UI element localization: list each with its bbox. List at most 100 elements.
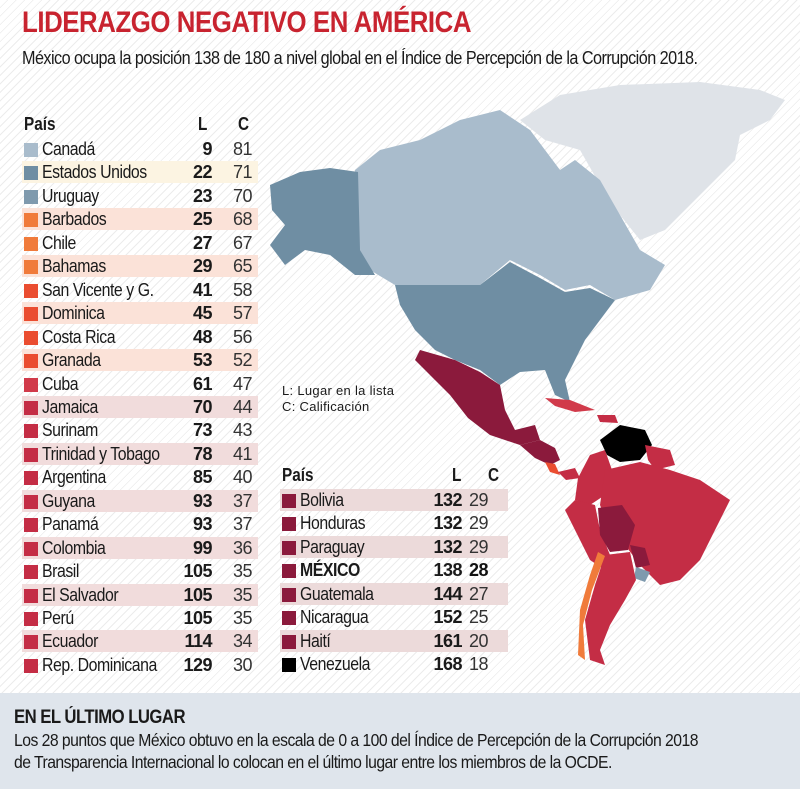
country-name: Dominica (42, 303, 105, 324)
map-paraguay (630, 545, 650, 568)
rank-value: 105 (183, 584, 212, 605)
country-name: Granada (42, 350, 101, 371)
score-value: 29 (468, 513, 489, 534)
color-swatch (282, 517, 296, 532)
score-value: 35 (232, 608, 253, 628)
legend-c: C: Calificación (282, 399, 370, 414)
bottom-note: EN EL ÚLTIMO LUGAR Los 28 puntos que Méx… (0, 693, 800, 789)
header-c: C (488, 465, 500, 485)
color-swatch (282, 540, 296, 555)
country-name: Bolivia (300, 490, 344, 510)
color-swatch (24, 189, 38, 204)
rank-value: 168 (433, 654, 462, 675)
country-name: Nicaragua (300, 607, 369, 628)
color-swatch (24, 236, 38, 251)
table-row: Honduras 132 29 (280, 512, 508, 534)
rank-value: 85 (192, 467, 213, 488)
table-row: Brasil 105 35 (22, 560, 258, 582)
rank-value: 25 (192, 209, 213, 230)
table-row: Perú 105 35 (22, 607, 258, 629)
score-value: 37 (232, 514, 253, 535)
score-value: 68 (232, 209, 253, 230)
table-row: MÉXICO 138 28 (280, 559, 508, 581)
map-haiti-dr (597, 415, 618, 423)
color-swatch (24, 213, 38, 228)
color-swatch (24, 354, 38, 369)
table-row: Guatemala 144 27 (280, 582, 508, 605)
header-l: L (198, 114, 208, 134)
rank-value: 27 (192, 232, 213, 253)
rank-value: 29 (192, 256, 213, 277)
score-value: 30 (232, 654, 253, 675)
rank-value: 114 (184, 631, 212, 652)
table-row: Bolivia 132 29 (280, 489, 508, 511)
score-value: 35 (232, 561, 253, 582)
country-name: Costa Rica (42, 326, 116, 347)
score-value: 71 (232, 162, 253, 183)
rank-value: 22 (192, 162, 213, 183)
bottom-text-line1: Los 28 puntos que México obtuvo en la es… (14, 730, 698, 750)
subtitle: México ocupa la posición 138 de 180 a ni… (22, 48, 698, 68)
country-name: Chile (42, 232, 76, 253)
country-name: Paraguay (300, 536, 365, 557)
header-country: País (24, 114, 56, 134)
country-name: Argentina (42, 467, 106, 488)
color-swatch (24, 588, 38, 603)
map-guianas (645, 445, 675, 470)
color-swatch (24, 635, 38, 650)
map-greenland (520, 82, 785, 240)
color-swatch (282, 494, 296, 508)
page-title: LIDERAZGO NEGATIVO EN AMÉRICA (22, 6, 472, 39)
score-value: 43 (232, 420, 253, 441)
score-value: 44 (232, 396, 253, 417)
color-swatch (24, 166, 38, 181)
score-value: 47 (232, 373, 253, 394)
color-swatch (282, 587, 296, 602)
rank-value: 144 (433, 583, 462, 604)
map-chile (578, 552, 605, 660)
rank-value: 45 (192, 303, 213, 324)
color-swatch (24, 400, 38, 415)
country-name: El Salvador (42, 584, 119, 605)
score-value: 29 (468, 490, 489, 510)
country-name: Colombia (42, 537, 106, 558)
table-header: País L C (280, 465, 508, 487)
country-name: Haití (300, 630, 331, 651)
color-swatch (282, 564, 296, 579)
rank-value: 9 (202, 139, 212, 159)
score-value: 52 (232, 350, 253, 371)
table-row: Nicaragua 152 25 (280, 606, 508, 628)
table-row: Surinam 73 43 (22, 419, 258, 441)
country-name: MÉXICO (300, 560, 360, 581)
country-name: Panamá (42, 514, 99, 535)
color-swatch (24, 307, 38, 322)
map-mexico (415, 350, 540, 445)
rank-value: 105 (183, 561, 212, 582)
country-name: Rep. Dominicana (42, 654, 157, 675)
color-swatch (24, 424, 38, 439)
table-row: Cuba 61 47 (22, 373, 258, 395)
score-value: 20 (468, 630, 489, 651)
map-bolivia (598, 505, 635, 552)
map-cuba (545, 398, 595, 412)
rank-value: 73 (192, 420, 213, 441)
score-value: 67 (232, 232, 253, 253)
color-swatch (24, 377, 38, 392)
table-row: Costa Rica 48 56 (22, 326, 258, 348)
rank-value: 152 (433, 607, 462, 628)
country-name: Ecuador (42, 631, 98, 652)
country-name: Uruguay (42, 185, 99, 206)
color-swatch (24, 494, 38, 509)
table-row: Granada 53 52 (22, 349, 258, 372)
table-header: País L C (22, 114, 258, 136)
color-swatch (24, 565, 38, 580)
country-name: Perú (42, 608, 74, 628)
rank-value: 132 (433, 536, 462, 557)
country-name: Cuba (42, 373, 79, 394)
score-value: 34 (232, 631, 253, 652)
map-canada (355, 110, 665, 300)
color-swatch (24, 143, 38, 157)
rank-value: 23 (192, 185, 213, 206)
score-value: 70 (232, 185, 253, 206)
table-row: Barbados 25 68 (22, 208, 258, 231)
